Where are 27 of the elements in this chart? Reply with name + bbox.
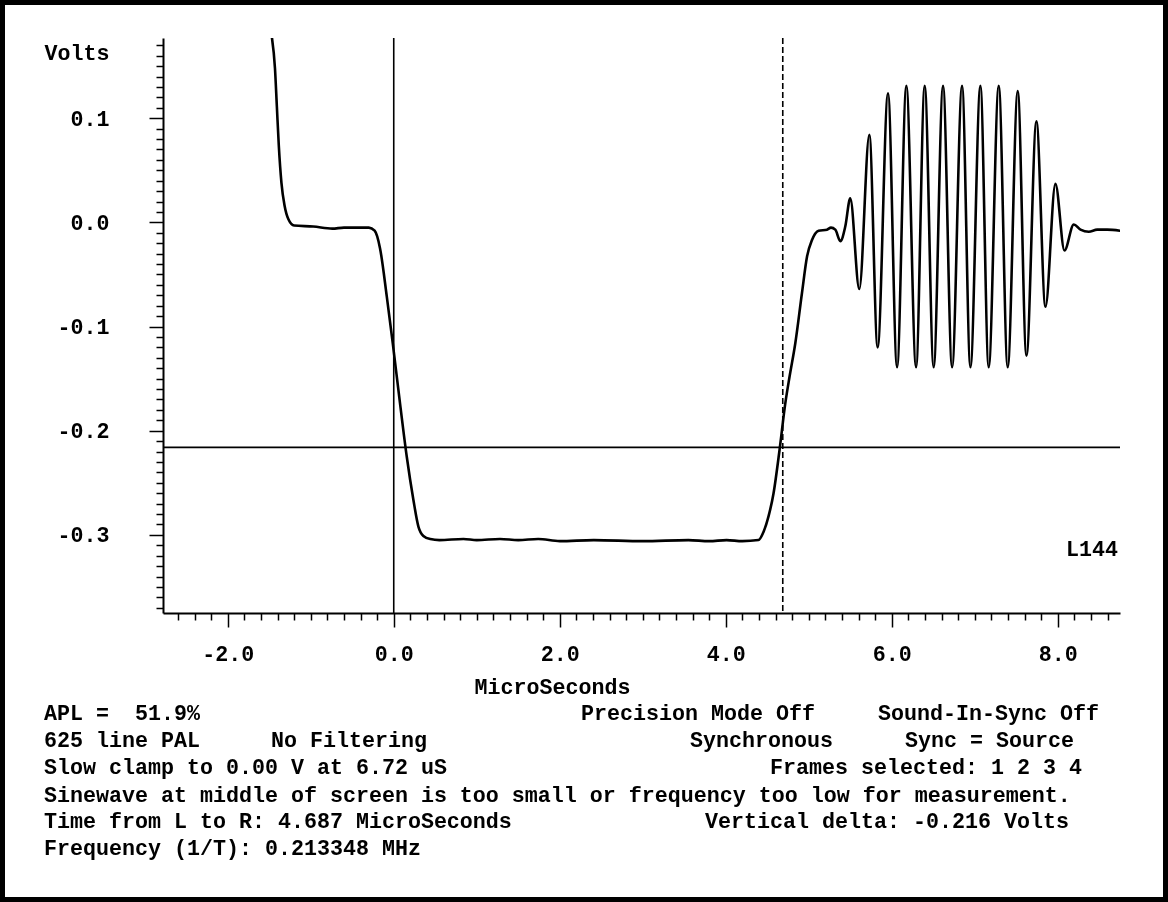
y-tick-label: -0.1 [57, 316, 110, 342]
y-tick-label: 0.0 [70, 211, 110, 237]
x-tick-label: 8.0 [1038, 642, 1078, 668]
text: Precision Mode Off [581, 700, 815, 728]
text: Slow clamp to 0.00 V at 6.72 uS [44, 754, 447, 782]
x-axis-title: MicroSeconds [474, 675, 631, 701]
text: 625 line PAL [44, 727, 200, 755]
text: Frequency (1/T): 0.213348 MHz [44, 835, 421, 863]
x-tick-label: 0.0 [374, 642, 414, 668]
x-tick-label: -2.0 [202, 642, 255, 668]
y-axis-title: Volts [44, 41, 110, 67]
y-tick-label: -0.3 [57, 524, 110, 550]
text: Frames selected: 1 2 3 4 [770, 754, 1082, 782]
x-tick-label: 2.0 [540, 642, 580, 668]
text: Synchronous [690, 727, 833, 755]
text: Vertical delta: -0.216 Volts [705, 808, 1069, 836]
text: No Filtering [271, 727, 427, 755]
x-tick-label: 6.0 [872, 642, 912, 668]
y-tick-label: -0.2 [57, 420, 110, 446]
text: Time from L to R: 4.687 MicroSeconds [44, 808, 512, 836]
annotation: L144 [1066, 538, 1118, 563]
text: Sync = Source [905, 727, 1074, 755]
text: Sound-In-Sync Off [878, 700, 1099, 728]
text: APL = 51.9% [44, 700, 200, 728]
text: Sinewave at middle of screen is too small or frequency too low for measurement. [44, 782, 1071, 810]
x-tick-label: 4.0 [706, 642, 746, 668]
y-tick-label: 0.1 [70, 107, 110, 133]
